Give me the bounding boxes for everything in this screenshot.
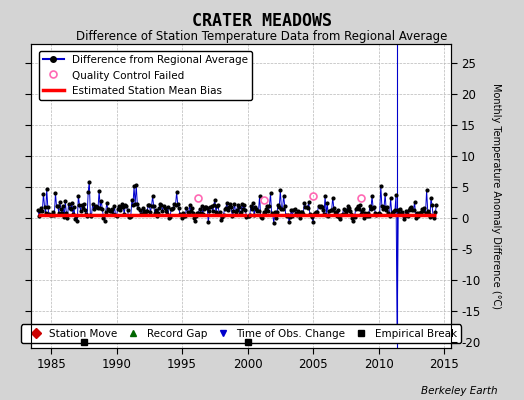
- Text: Berkeley Earth: Berkeley Earth: [421, 386, 498, 396]
- Legend: Station Move, Record Gap, Time of Obs. Change, Empirical Break: Station Move, Record Gap, Time of Obs. C…: [21, 324, 461, 343]
- Y-axis label: Monthly Temperature Anomaly Difference (°C): Monthly Temperature Anomaly Difference (…: [492, 83, 501, 309]
- Text: CRATER MEADOWS: CRATER MEADOWS: [192, 12, 332, 30]
- Text: Difference of Station Temperature Data from Regional Average: Difference of Station Temperature Data f…: [77, 30, 447, 43]
